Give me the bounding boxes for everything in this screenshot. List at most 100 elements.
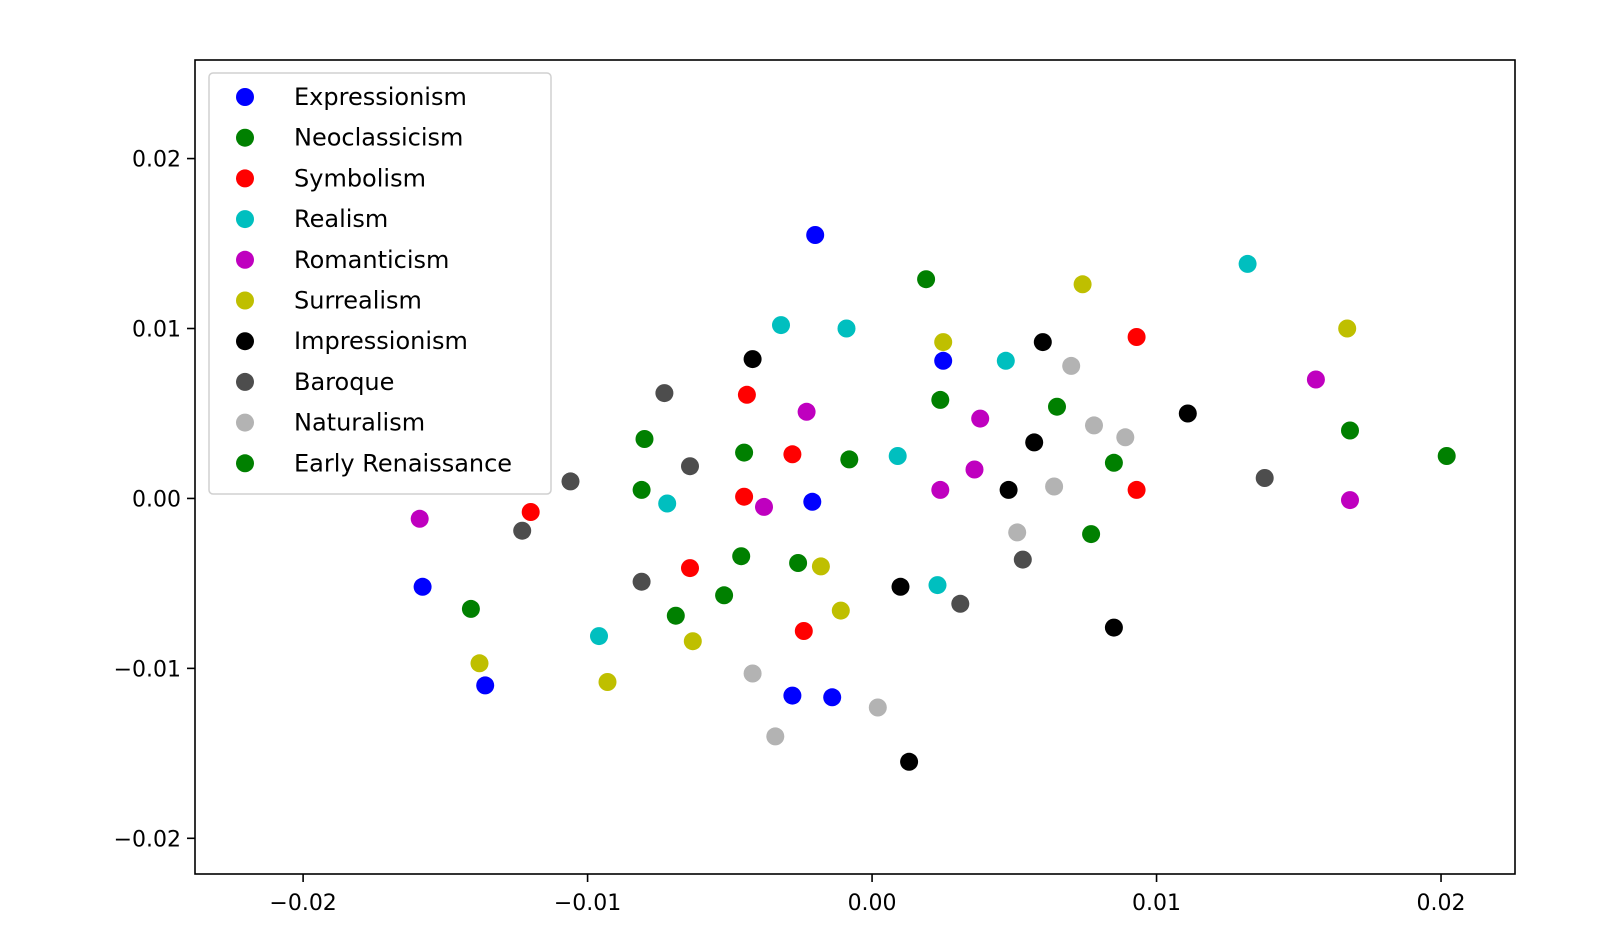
data-point-6-2 — [900, 752, 919, 771]
points-layer — [410, 226, 1456, 771]
legend-label: Realism — [294, 205, 388, 233]
legend-marker — [236, 332, 254, 351]
data-point-7-0 — [513, 521, 532, 540]
data-point-6-4 — [1025, 433, 1044, 452]
legend-marker — [236, 169, 254, 188]
data-point-3-2 — [772, 316, 790, 335]
data-point-2-1 — [681, 559, 699, 578]
legend-marker — [236, 88, 254, 106]
data-point-1-2 — [735, 443, 754, 462]
legend-entry: Naturalism — [236, 409, 425, 437]
data-point-7-1 — [561, 472, 580, 491]
legend-entry: Symbolism — [236, 164, 426, 192]
data-point-8-1 — [766, 727, 785, 746]
data-point-4-7 — [1341, 491, 1359, 510]
data-point-1-6 — [666, 606, 685, 625]
legend-label: Symbolism — [294, 164, 426, 192]
data-point-1-9 — [917, 270, 936, 289]
data-point-3-0 — [590, 627, 608, 646]
data-point-7-7 — [1255, 469, 1274, 487]
data-point-9-0 — [1048, 397, 1066, 416]
legend-marker — [236, 413, 254, 432]
legend-entry: Neoclassicism — [236, 124, 463, 152]
series-1 — [461, 270, 950, 625]
legend-label: Surrealism — [294, 287, 422, 315]
data-point-5-5 — [934, 333, 953, 352]
data-point-3-5 — [928, 576, 947, 595]
data-point-4-3 — [931, 480, 950, 499]
data-point-0-2 — [806, 226, 825, 244]
data-point-4-1 — [755, 497, 773, 516]
data-point-8-2 — [868, 698, 887, 717]
legend-label: Neoclassicism — [294, 124, 463, 152]
data-point-3-4 — [888, 447, 907, 465]
data-point-0-3 — [934, 351, 953, 370]
data-point-4-4 — [965, 460, 984, 479]
series-2 — [521, 328, 1146, 640]
data-point-2-6 — [1127, 328, 1146, 346]
data-point-3-1 — [658, 494, 677, 513]
data-point-5-4 — [831, 601, 850, 620]
data-point-4-0 — [410, 509, 429, 528]
data-point-1-3 — [732, 547, 751, 566]
data-point-9-3 — [1341, 421, 1359, 440]
data-point-1-8 — [840, 450, 859, 469]
data-point-5-1 — [598, 673, 617, 691]
legend-label: Expressionism — [294, 83, 467, 111]
data-point-6-6 — [1104, 618, 1123, 637]
data-point-9-4 — [1437, 447, 1456, 465]
x-tick-label: 0.01 — [1132, 891, 1181, 916]
data-point-8-6 — [1085, 416, 1103, 435]
data-point-7-5 — [951, 594, 970, 613]
data-point-5-6 — [1073, 275, 1092, 294]
data-point-6-5 — [1033, 333, 1052, 352]
y-tick-label: 0.01 — [132, 318, 181, 343]
data-point-7-3 — [655, 384, 674, 403]
legend: Expressionism Neoclassicism Symbolism Reali… — [208, 72, 552, 495]
data-point-0-5 — [783, 686, 802, 705]
legend-marker — [236, 128, 254, 147]
data-point-8-4 — [1045, 477, 1064, 496]
legend-label: Baroque — [294, 368, 394, 396]
plot-area-frame — [194, 59, 1516, 875]
data-point-9-2 — [1104, 453, 1123, 472]
data-point-3-7 — [1238, 254, 1257, 273]
data-point-1-4 — [789, 554, 808, 572]
legend-entry: Realism — [236, 205, 388, 233]
data-point-1-7 — [461, 599, 480, 618]
data-point-0-0 — [413, 577, 432, 596]
series-5 — [470, 275, 1357, 691]
y-tick-label: 0.00 — [132, 487, 181, 512]
series-9 — [1048, 397, 1456, 544]
legend-entry: Early Renaissance — [236, 449, 512, 477]
y-tick-label: 0.02 — [132, 148, 181, 173]
data-point-5-0 — [470, 654, 489, 673]
data-point-8-7 — [1116, 428, 1135, 447]
legend-entry: Impressionism — [236, 327, 468, 355]
series-8 — [743, 356, 1135, 746]
data-point-6-0 — [743, 350, 762, 369]
data-point-6-1 — [891, 577, 910, 596]
series-6 — [743, 333, 1197, 771]
data-point-1-10 — [931, 390, 950, 409]
data-point-6-7 — [1178, 404, 1197, 423]
data-point-2-0 — [521, 503, 540, 521]
legend-entry: Romanticism — [236, 246, 449, 274]
data-point-8-0 — [743, 664, 762, 683]
legend-marker — [236, 210, 254, 229]
x-tick-label: 0.02 — [1417, 891, 1466, 916]
legend-label: Naturalism — [294, 409, 425, 437]
data-point-5-2 — [683, 632, 702, 651]
data-point-2-3 — [735, 487, 754, 506]
x-tick-label: −0.02 — [269, 891, 336, 916]
y-tick-label: −0.02 — [114, 827, 181, 852]
data-point-3-6 — [996, 351, 1015, 370]
x-tick-label: 0.00 — [848, 891, 897, 916]
data-point-0-4 — [803, 492, 822, 511]
y-tick-label: −0.01 — [114, 657, 181, 682]
legend-entry: Expressionism — [236, 83, 467, 111]
data-point-9-1 — [1082, 525, 1101, 544]
legend-label: Early Renaissance — [294, 449, 512, 477]
data-point-2-2 — [737, 385, 756, 404]
x-axis: −0.02 −0.01 0.00 0.01 0.02 — [269, 874, 1466, 916]
